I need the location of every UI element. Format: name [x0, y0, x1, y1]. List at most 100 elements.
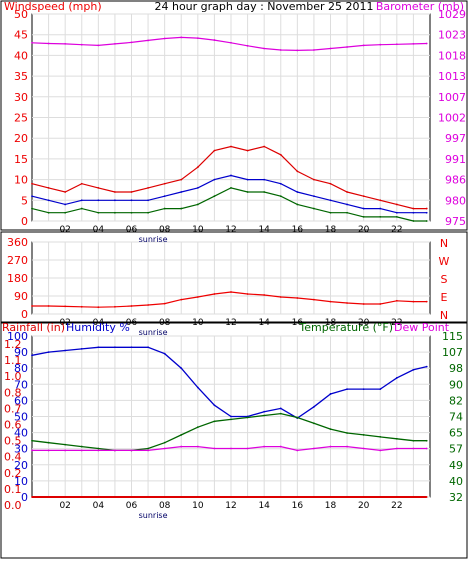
data-point-min: [80, 207, 83, 210]
data-point-direction: [362, 303, 365, 305]
data-point-gust: [296, 170, 299, 173]
data-point-rainfall: [246, 496, 249, 498]
data-point-gust: [379, 199, 382, 202]
data-point-avg: [412, 211, 415, 214]
data-point-avg: [147, 199, 149, 202]
data-point-rainfall: [130, 496, 133, 498]
data-point-dewpoint: [196, 445, 199, 448]
baro-y-tick: 991: [445, 153, 466, 166]
x-tick-label: 02: [59, 225, 70, 235]
data-point-rainfall: [362, 496, 365, 498]
data-point-barometer: [31, 41, 33, 44]
data-point-direction: [64, 305, 67, 308]
wind-axis-title: Windspeed (mph): [4, 0, 102, 13]
data-point-gust: [263, 145, 266, 148]
data-point-direction: [412, 300, 415, 303]
data-point-min: [31, 207, 33, 210]
data-point-dewpoint: [246, 447, 249, 450]
x-tick-label: 16: [292, 225, 304, 235]
baro-y-tick: 997: [445, 132, 466, 145]
data-point-barometer: [296, 49, 299, 52]
data-point-dewpoint: [47, 449, 50, 452]
data-point-min: [97, 211, 100, 214]
rain-y-tick: 0.5: [4, 435, 22, 448]
data-point-direction: [213, 293, 216, 295]
data-point-gust: [412, 207, 415, 210]
panel-wind-box: [0, 0, 468, 231]
data-point-gust: [114, 191, 116, 193]
x-tick-label: 08: [159, 225, 171, 235]
data-point-gust: [279, 153, 282, 156]
data-point-dewpoint: [147, 449, 149, 452]
data-point-direction: [163, 302, 166, 305]
data-point-rainfall: [329, 496, 332, 498]
data-point-avg: [47, 199, 50, 202]
data-point-rainfall: [346, 496, 348, 498]
data-point-temperature: [213, 420, 216, 423]
panel-direction-box: [0, 231, 468, 323]
data-point-avg: [213, 178, 216, 181]
data-point-barometer: [346, 46, 348, 48]
x-tick-label: 06: [126, 225, 138, 235]
wind-y-tick: 20: [14, 132, 28, 145]
data-point-barometer: [180, 36, 183, 39]
data-point-barometer: [395, 43, 398, 46]
temp-y-tick: 82: [449, 394, 463, 407]
data-point-min: [279, 195, 282, 198]
data-point-direction: [246, 293, 249, 295]
x-tick-label: 10: [192, 501, 204, 511]
x-tick-label: 18: [325, 225, 337, 235]
sunrise-label: sunrise: [139, 328, 168, 337]
data-point-rainfall: [425, 496, 428, 498]
data-point-avg: [114, 199, 116, 202]
wind-y-tick: 45: [14, 29, 28, 42]
data-point-dewpoint: [425, 447, 428, 450]
data-point-min: [425, 220, 428, 222]
data-point-humidity: [80, 347, 83, 350]
data-point-dewpoint: [163, 447, 166, 450]
data-point-dewpoint: [213, 447, 216, 450]
x-tick-label: 10: [192, 225, 204, 235]
x-tick-label: 08: [159, 501, 171, 511]
data-point-rainfall: [379, 496, 382, 498]
data-point-barometer: [114, 43, 116, 45]
compass-tick: E: [441, 291, 448, 304]
baro-y-tick: 986: [445, 174, 466, 187]
data-point-humidity: [412, 368, 415, 371]
data-point-gust: [147, 186, 149, 189]
data-point-dewpoint: [263, 445, 266, 448]
sunrise-label: sunrise: [139, 235, 168, 244]
data-point-direction: [425, 300, 428, 303]
compass-tick: N: [440, 237, 448, 250]
wind-y-tick: 30: [14, 91, 28, 104]
baro-y-tick: 1029: [438, 8, 466, 21]
data-point-rainfall: [147, 496, 149, 498]
dewpoint-axis-title: Dew Point: [394, 321, 450, 334]
data-point-min: [329, 211, 332, 214]
data-point-avg: [196, 186, 199, 189]
data-point-gust: [180, 178, 183, 181]
data-point-rainfall: [97, 496, 100, 498]
x-tick-label: 04: [93, 501, 105, 511]
baro-y-tick: 975: [445, 215, 466, 228]
data-point-barometer: [196, 37, 199, 40]
data-point-temperature: [279, 412, 282, 415]
data-point-avg: [64, 203, 67, 206]
data-point-direction: [296, 297, 299, 299]
data-point-avg: [97, 199, 100, 202]
data-point-gust: [246, 149, 249, 152]
x-tick-label: 12: [225, 501, 236, 511]
data-point-direction: [97, 306, 100, 309]
data-point-gust: [163, 182, 166, 185]
x-tick-label: 10: [192, 318, 204, 328]
data-point-dewpoint: [80, 449, 83, 452]
data-point-direction: [279, 296, 282, 298]
data-point-barometer: [230, 41, 232, 44]
x-tick-label: 18: [325, 501, 337, 511]
data-point-gust: [213, 149, 216, 152]
data-point-avg: [31, 195, 33, 198]
temp-y-tick: 98: [449, 362, 463, 375]
direction-y-tick: 0: [21, 308, 28, 321]
x-tick-label: 18: [325, 318, 337, 328]
baro-y-tick: 1018: [438, 49, 466, 62]
